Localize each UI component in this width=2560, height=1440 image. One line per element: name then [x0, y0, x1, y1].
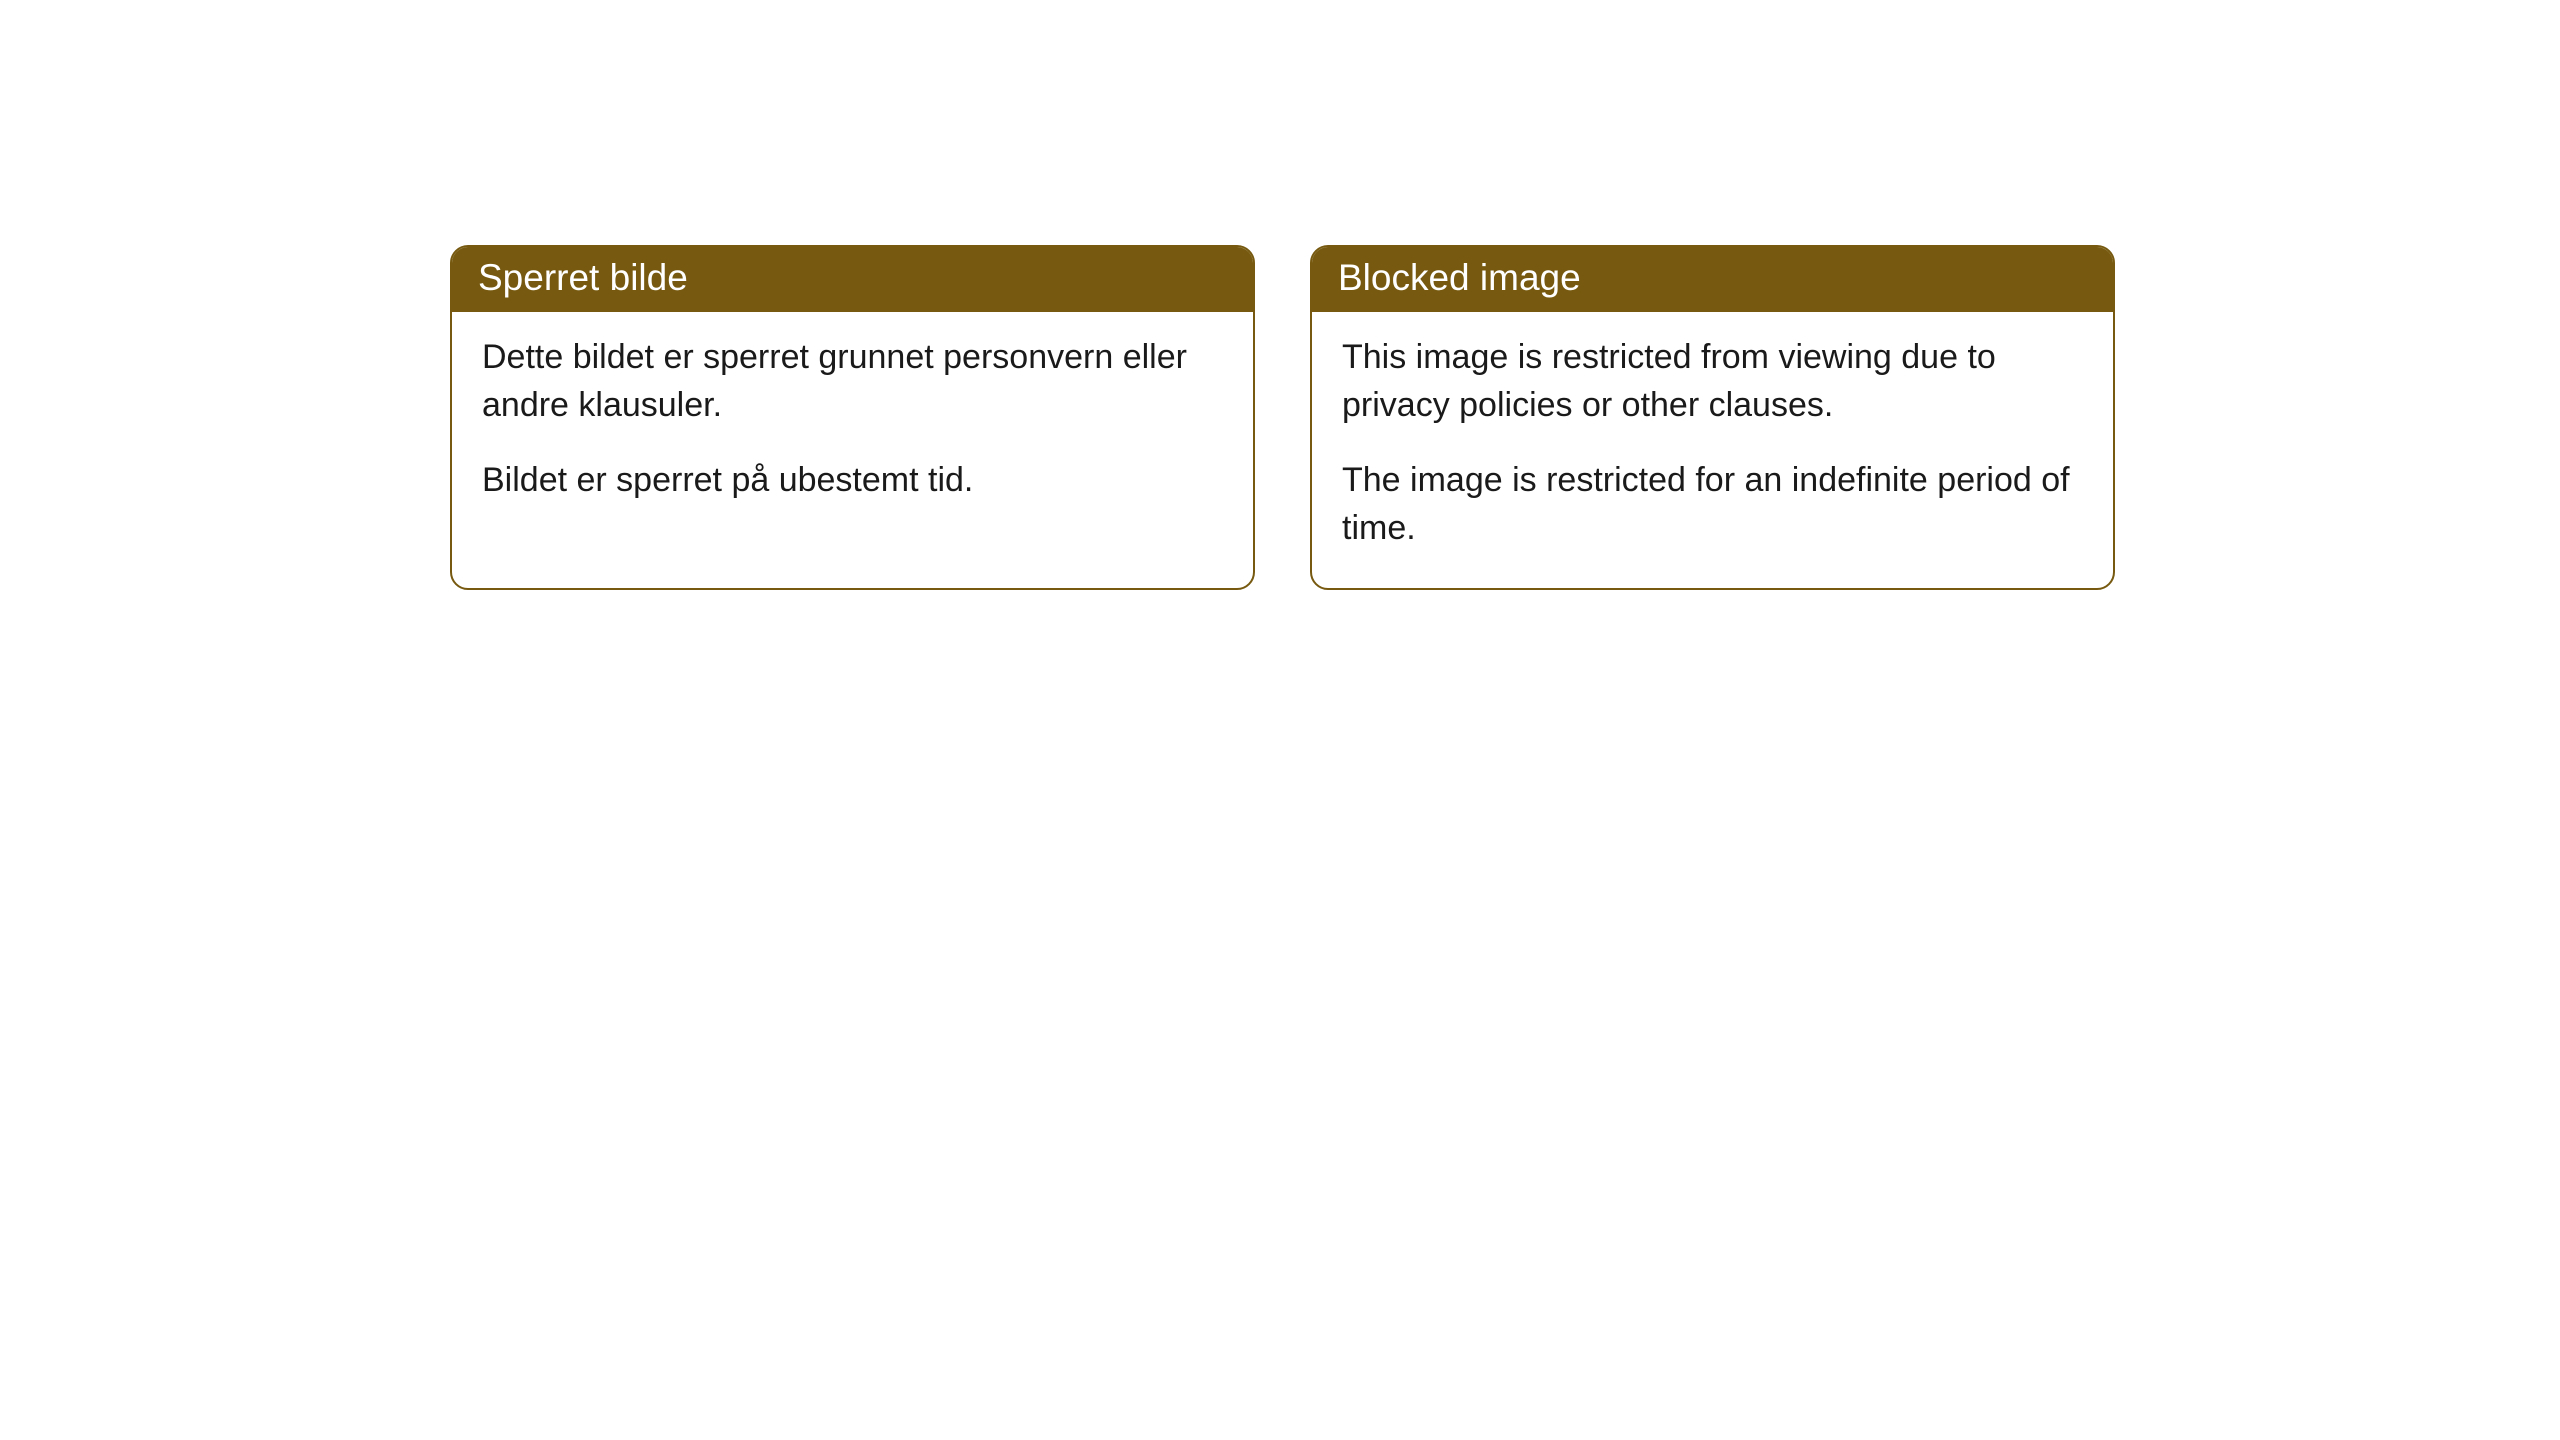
notice-body: Dette bildet er sperret grunnet personve…: [452, 312, 1253, 541]
notice-header: Sperret bilde: [452, 247, 1253, 312]
notice-body: This image is restricted from viewing du…: [1312, 312, 2113, 588]
notice-paragraph-1: Dette bildet er sperret grunnet personve…: [482, 334, 1223, 429]
notice-cards-container: Sperret bilde Dette bildet er sperret gr…: [450, 245, 2560, 590]
notice-card-english: Blocked image This image is restricted f…: [1310, 245, 2115, 590]
notice-header: Blocked image: [1312, 247, 2113, 312]
notice-paragraph-1: This image is restricted from viewing du…: [1342, 334, 2083, 429]
notice-paragraph-2: Bildet er sperret på ubestemt tid.: [482, 457, 1223, 505]
notice-card-norwegian: Sperret bilde Dette bildet er sperret gr…: [450, 245, 1255, 590]
notice-paragraph-2: The image is restricted for an indefinit…: [1342, 457, 2083, 552]
